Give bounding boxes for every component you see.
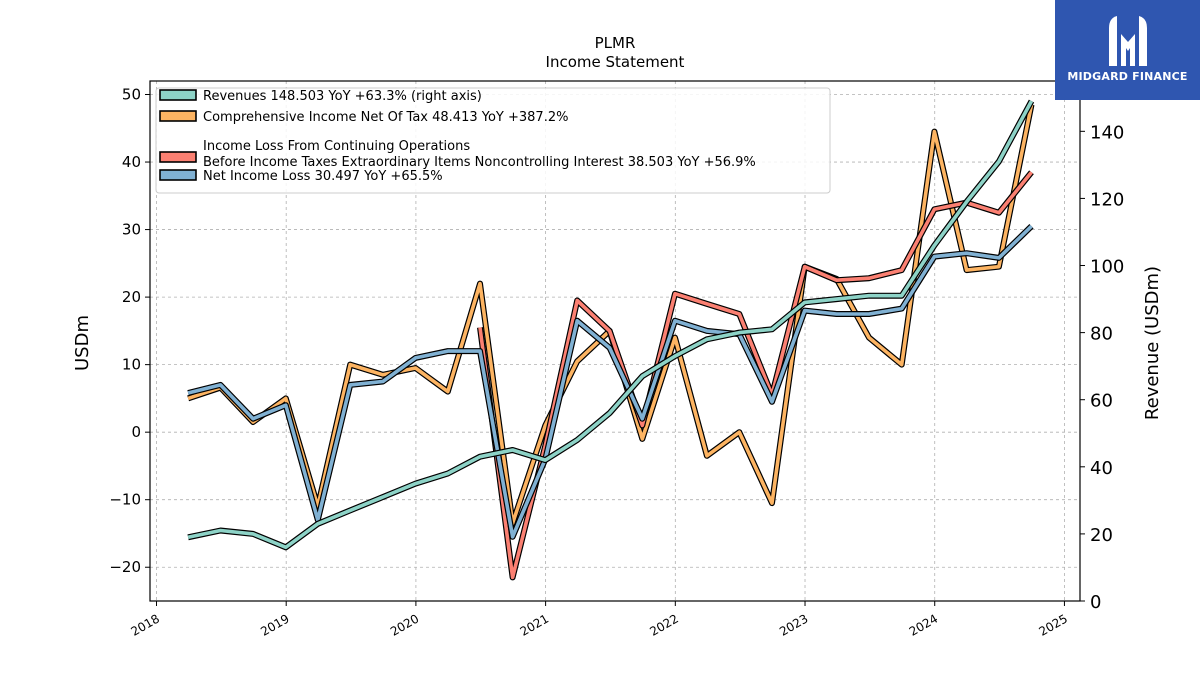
left-tick-label: 30 bbox=[122, 221, 141, 239]
chart-subtitle: Income Statement bbox=[546, 53, 685, 71]
right-tick-label: 100 bbox=[1090, 257, 1124, 278]
left-tick-label: 10 bbox=[122, 356, 141, 374]
chart-title: PLMR bbox=[595, 34, 636, 52]
legend-label: Income Loss From Continuing Operations bbox=[203, 139, 470, 154]
legend-swatch bbox=[159, 110, 197, 122]
series-2 bbox=[477, 170, 1034, 581]
x-tick-label: 2018 bbox=[129, 611, 162, 638]
x-tick-label: 2024 bbox=[907, 611, 940, 638]
legend-label: Before Income Taxes Extraordinary Items … bbox=[203, 155, 756, 170]
left-axis: −20 −10 0 10 20 30 40 50 bbox=[109, 86, 150, 576]
right-axis-title: Revenue (USDm) bbox=[1142, 266, 1163, 420]
right-tick-label: 120 bbox=[1090, 189, 1124, 210]
series-0 bbox=[187, 99, 1035, 551]
brand-logo: MIDGARD FINANCE bbox=[1055, 0, 1200, 100]
legend-label: Comprehensive Income Net Of Tax 48.413 Y… bbox=[203, 110, 568, 125]
left-tick-label: 20 bbox=[122, 288, 141, 306]
legend-box bbox=[155, 87, 831, 194]
right-tick-label: 40 bbox=[1090, 458, 1113, 479]
x-tick-label: 2022 bbox=[647, 611, 680, 638]
left-tick-label: 40 bbox=[122, 153, 141, 171]
right-tick-label: 80 bbox=[1090, 324, 1113, 345]
series-layer bbox=[187, 99, 1035, 581]
logo-text: MIDGARD FINANCE bbox=[1067, 70, 1188, 83]
x-tick-label: 2021 bbox=[518, 611, 551, 638]
x-tick-label: 2020 bbox=[388, 611, 421, 638]
series-line bbox=[478, 171, 1033, 580]
left-tick-label: −20 bbox=[109, 558, 141, 576]
legend-swatch bbox=[159, 151, 197, 163]
legend-swatch bbox=[159, 89, 197, 101]
left-tick-label: −10 bbox=[109, 491, 141, 509]
left-tick-label: 0 bbox=[131, 423, 141, 441]
right-tick-label: 60 bbox=[1090, 391, 1113, 412]
left-tick-label: 50 bbox=[122, 86, 141, 104]
legend-swatch bbox=[159, 169, 197, 181]
legend-label: Revenues 148.503 YoY +63.3% (right axis) bbox=[203, 89, 482, 104]
x-tick-label: 2023 bbox=[777, 611, 810, 638]
right-tick-label: 20 bbox=[1090, 525, 1113, 546]
logo-mark-icon bbox=[1109, 16, 1147, 66]
right-axis: 0 20 40 60 80 100 120 140 bbox=[1080, 122, 1124, 613]
right-tick-label: 0 bbox=[1090, 592, 1101, 613]
legend: Revenues 148.503 YoY +63.3% (right axis)… bbox=[155, 87, 831, 194]
right-tick-label: 140 bbox=[1090, 122, 1124, 143]
plot-area bbox=[149, 80, 1081, 602]
legend-label: Net Income Loss 30.497 YoY +65.5% bbox=[203, 169, 443, 184]
left-axis-title: USDm bbox=[72, 315, 93, 371]
x-tick-label: 2025 bbox=[1036, 611, 1069, 638]
x-axis: 2018 2019 2020 2021 2022 2023 2024 2025 bbox=[129, 601, 1070, 639]
x-tick-label: 2019 bbox=[258, 611, 291, 638]
